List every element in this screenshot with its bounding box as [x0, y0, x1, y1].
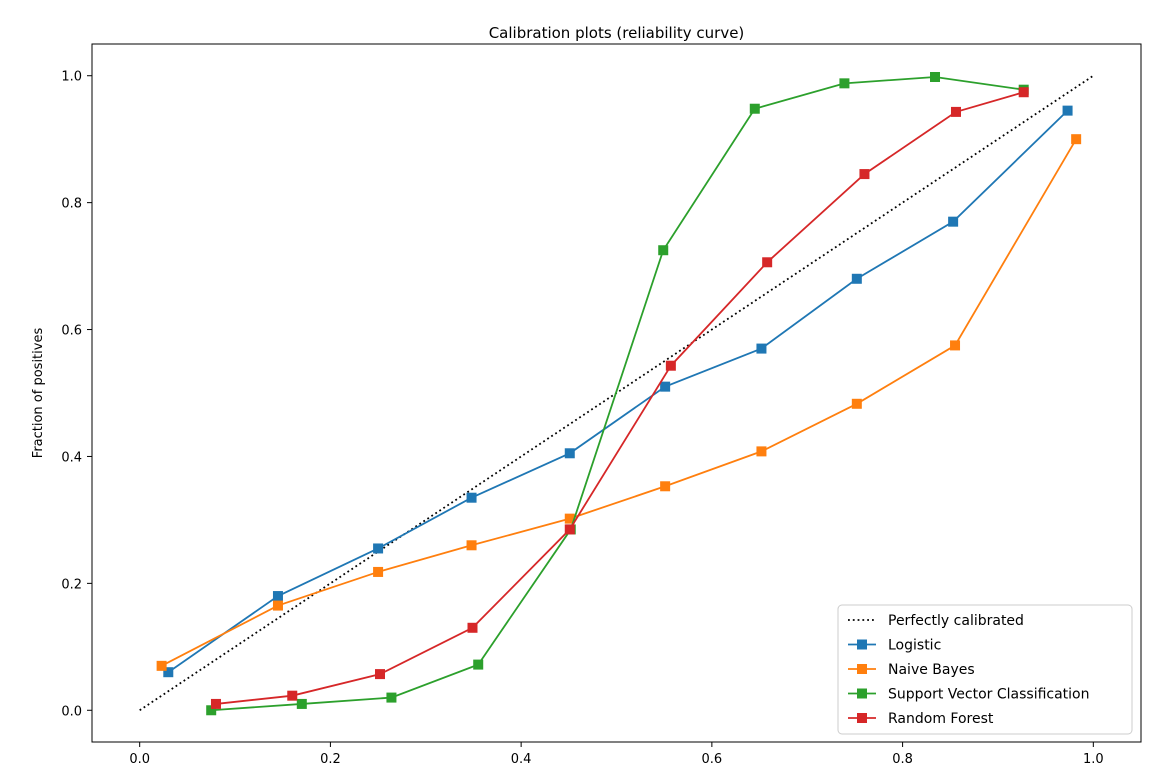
series-4-point [665, 360, 676, 371]
series-2-point [466, 540, 477, 551]
series-1-point [564, 448, 575, 459]
series-3-point [386, 692, 397, 703]
y-tick-label: 0.2 [61, 577, 82, 592]
y-tick-label: 0.0 [61, 704, 82, 719]
legend-box [837, 604, 1133, 735]
plot-area [139, 72, 1094, 716]
legend-marker-3 [857, 688, 867, 699]
series-4-point [467, 622, 478, 633]
legend-marker-2 [857, 664, 867, 674]
series-1-point [373, 543, 384, 554]
y-tick-label: 1.0 [61, 70, 82, 85]
legend-label-4: Random Forest [888, 711, 994, 727]
x-tick-label: 0.6 [702, 752, 723, 767]
series-4-point [375, 669, 385, 680]
series-2-point [851, 398, 862, 409]
series-line-2 [161, 138, 1077, 667]
series-3-point [206, 705, 217, 716]
series-4-point [287, 690, 298, 701]
legend: Perfectly calibrated Logistic Naive Bayes S… [837, 604, 1133, 735]
legend-marker-4 [857, 713, 867, 723]
series-line-3 [211, 76, 1024, 712]
axes-frame [91, 43, 1142, 743]
series-1-point [756, 343, 767, 354]
series-3-point [930, 72, 941, 82]
y-axis-label: Fraction of positives [31, 328, 46, 459]
series-1-point [466, 492, 477, 503]
x-tick-label: 0.4 [511, 752, 532, 767]
x-tick-label: 1.0 [1083, 752, 1104, 767]
legend-label-0: Perfectly calibrated [888, 613, 1024, 629]
y-tick-label: 0.6 [61, 324, 82, 339]
series-2-point [564, 513, 575, 524]
series-4-point [210, 698, 221, 709]
series-1-point [1062, 105, 1073, 116]
series-1-point [660, 381, 671, 392]
series-2-point [756, 446, 767, 457]
legend-marker-1 [857, 639, 867, 650]
series-line-1 [167, 109, 1069, 673]
series-3-point [296, 698, 307, 709]
series-3-point [473, 659, 484, 670]
series-4-point [859, 169, 870, 180]
series-1-point [272, 591, 283, 602]
series-4-point [762, 257, 773, 268]
series-2-point [373, 566, 384, 577]
series-4-point [1018, 87, 1029, 98]
series-3-point [839, 78, 850, 89]
series-1-point [851, 273, 862, 284]
series-line-4 [215, 91, 1024, 705]
x-tick-label: 0.0 [129, 752, 150, 767]
series-2-point [1071, 134, 1082, 145]
series-4-point [564, 524, 575, 535]
series-3-point [749, 103, 760, 114]
series-2-point [156, 660, 167, 671]
legend-label-1: Logistic [888, 638, 941, 654]
series-4-point [950, 106, 961, 117]
legend-label-3: Support Vector Classification [888, 687, 1090, 703]
x-tick-label: 0.8 [892, 752, 913, 767]
series-3-point [658, 245, 669, 256]
legend-label-2: Naive Bayes [888, 662, 975, 678]
series-1-point [163, 667, 174, 678]
series-2-point [950, 340, 961, 351]
x-tick-label: 0.2 [320, 752, 341, 767]
series-2-point [272, 600, 283, 611]
series-2-point [660, 481, 671, 492]
chart-title: Calibration plots (reliability curve) [489, 24, 745, 42]
y-tick-label: 0.8 [61, 197, 82, 212]
axes: 0.0 0.2 0.4 0.6 0.8 1.0 0.0 0.2 0.4 0.6 0.8 1.0 [61, 43, 1142, 767]
y-tick-label: 0.4 [61, 450, 82, 465]
series-1-point [948, 216, 959, 227]
